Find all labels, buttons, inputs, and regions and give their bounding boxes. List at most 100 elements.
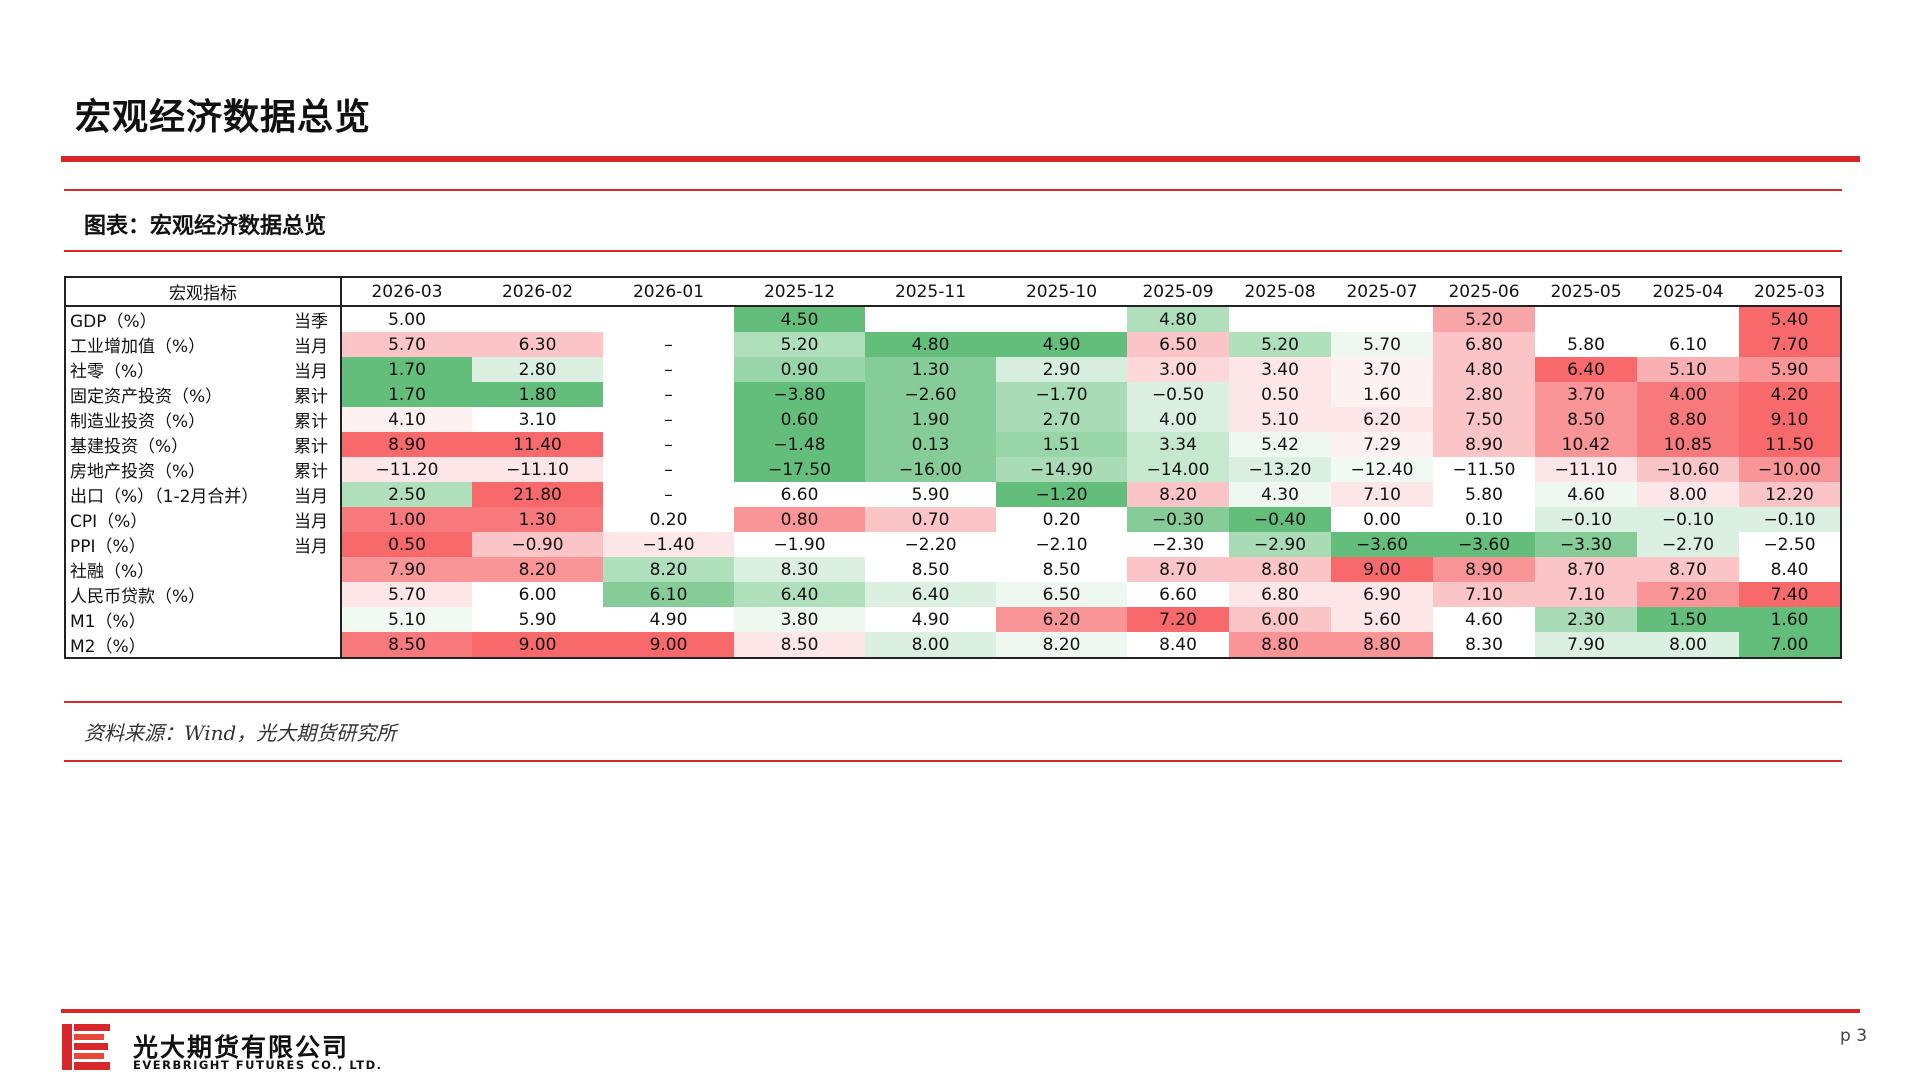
macro-data-table: 宏观指标 2026-03 2026-02 2026-01 2025-12 202…	[64, 276, 1842, 659]
value-cell: −2.70	[1637, 532, 1739, 557]
value-cell: 4.10	[341, 407, 472, 432]
value-cell: 8.70	[1637, 557, 1739, 582]
value-cell: 2.80	[1433, 382, 1535, 407]
value-cell: –	[603, 382, 734, 407]
value-cell: 0.50	[341, 532, 472, 557]
value-cell: 0.13	[865, 432, 996, 457]
indicator-name: M1（%）	[70, 612, 146, 632]
column-header: 2026-01	[603, 277, 734, 307]
value-cell: 5.20	[1433, 306, 1535, 332]
value-cell: 4.00	[1637, 382, 1739, 407]
value-cell: −0.50	[1127, 382, 1229, 407]
indicator-cell: M2（%）	[65, 632, 342, 658]
indicator-cell: M1（%）	[65, 607, 342, 632]
value-cell: 5.20	[1229, 332, 1331, 357]
value-cell: −14.00	[1127, 457, 1229, 482]
indicator-frequency: 当月	[294, 512, 328, 532]
value-cell: 3.00	[1127, 357, 1229, 382]
table-row: 人民币贷款（%） 5.70 6.00 6.10 6.40 6.40 6.50 6.60 6.80…	[65, 582, 1841, 607]
value-cell: 5.10	[341, 607, 472, 632]
indicator-cell: 房地产投资（%） 累计	[65, 457, 342, 482]
value-cell: −3.80	[734, 382, 865, 407]
value-cell: 2.30	[1535, 607, 1637, 632]
value-cell: 7.90	[1535, 632, 1637, 658]
value-cell: −2.60	[865, 382, 996, 407]
value-cell: −0.10	[1637, 507, 1739, 532]
value-cell: 8.30	[734, 557, 865, 582]
value-cell: 8.70	[1535, 557, 1637, 582]
indicator-cell: 社零（%） 当月	[65, 357, 342, 382]
value-cell: −11.10	[1535, 457, 1637, 482]
value-cell: 1.90	[865, 407, 996, 432]
value-cell: 5.90	[865, 482, 996, 507]
value-cell: 8.50	[865, 557, 996, 582]
table-row: 社融（%） 7.90 8.20 8.20 8.30 8.50 8.50 8.70 8.80 9.0…	[65, 557, 1841, 582]
value-cell: 7.40	[1739, 582, 1841, 607]
value-cell: 8.40	[1739, 557, 1841, 582]
indicator-name: 固定资产投资（%）	[70, 387, 223, 407]
value-cell: −2.90	[1229, 532, 1331, 557]
value-cell: 6.60	[734, 482, 865, 507]
value-cell: 1.30	[865, 357, 996, 382]
value-cell: 4.60	[1535, 482, 1637, 507]
column-header: 2025-08	[1229, 277, 1331, 307]
indicator-name: 出口（%）（1-2月合并）	[70, 487, 259, 507]
column-header: 2026-02	[472, 277, 603, 307]
value-cell: 8.20	[603, 557, 734, 582]
value-cell: 7.70	[1739, 332, 1841, 357]
indicator-frequency: 当月	[294, 362, 328, 382]
value-cell: −2.20	[865, 532, 996, 557]
value-cell: 7.10	[1331, 482, 1433, 507]
value-cell	[472, 306, 603, 332]
value-cell: 10.85	[1637, 432, 1739, 457]
value-cell: 3.80	[734, 607, 865, 632]
value-cell: –	[603, 482, 734, 507]
value-cell: 3.34	[1127, 432, 1229, 457]
value-cell: 0.20	[996, 507, 1127, 532]
footer-divider	[61, 1009, 1860, 1013]
value-cell: −3.60	[1433, 532, 1535, 557]
page-title: 宏观经济数据总览	[75, 96, 372, 138]
value-cell: 4.60	[1433, 607, 1535, 632]
value-cell: −13.20	[1229, 457, 1331, 482]
value-cell: 7.50	[1433, 407, 1535, 432]
value-cell: 6.10	[603, 582, 734, 607]
company-name-cn: 光大期货有限公司	[133, 1033, 350, 1062]
value-cell: 7.90	[341, 557, 472, 582]
indicator-name: 制造业投资（%）	[70, 412, 206, 432]
indicator-name: 房地产投资（%）	[70, 462, 206, 482]
value-cell: 8.50	[1535, 407, 1637, 432]
company-logo-icon	[62, 1024, 110, 1070]
value-cell: 9.10	[1739, 407, 1841, 432]
value-cell: 8.00	[1637, 632, 1739, 658]
value-cell: −0.10	[1535, 507, 1637, 532]
value-cell: 5.10	[1229, 407, 1331, 432]
value-cell: 1.51	[996, 432, 1127, 457]
table-row: 基建投资（%） 累计 8.90 11.40– −1.48 0.13 1.51 3.34 5.42…	[65, 432, 1841, 457]
table-header-row: 宏观指标 2026-03 2026-02 2026-01 2025-12 202…	[65, 277, 1841, 307]
table-row: M1（%） 5.10 5.90 4.90 3.80 4.90 6.20 7.20 6.00 5.6…	[65, 607, 1841, 632]
value-cell: 7.10	[1433, 582, 1535, 607]
table-row: 出口（%）（1-2月合并） 当月 2.50 21.80–6.60 5.90 −1.20 8.…	[65, 482, 1841, 507]
value-cell: 7.00	[1739, 632, 1841, 658]
value-cell	[996, 306, 1127, 332]
value-cell: 5.80	[1433, 482, 1535, 507]
column-header: 2025-04	[1637, 277, 1739, 307]
value-cell: 5.80	[1535, 332, 1637, 357]
indicator-cell: 制造业投资（%） 累计	[65, 407, 342, 432]
column-header: 2025-07	[1331, 277, 1433, 307]
value-cell: 0.10	[1433, 507, 1535, 532]
value-cell: 3.70	[1331, 357, 1433, 382]
value-cell: 12.20	[1739, 482, 1841, 507]
indicator-cell: PPI（%） 当月	[65, 532, 342, 557]
table-row: 社零（%） 当月 1.70 2.80–0.90 1.30 2.90 3.00 3.40 3.70…	[65, 357, 1841, 382]
indicator-name: 人民币贷款（%）	[70, 587, 206, 607]
value-cell: 11.50	[1739, 432, 1841, 457]
value-cell: –	[603, 432, 734, 457]
value-cell: 8.20	[1127, 482, 1229, 507]
column-header: 2026-03	[341, 277, 472, 307]
value-cell: 5.70	[341, 332, 472, 357]
indicator-cell: 社融（%）	[65, 557, 342, 582]
value-cell: −11.50	[1433, 457, 1535, 482]
value-cell: 6.00	[472, 582, 603, 607]
